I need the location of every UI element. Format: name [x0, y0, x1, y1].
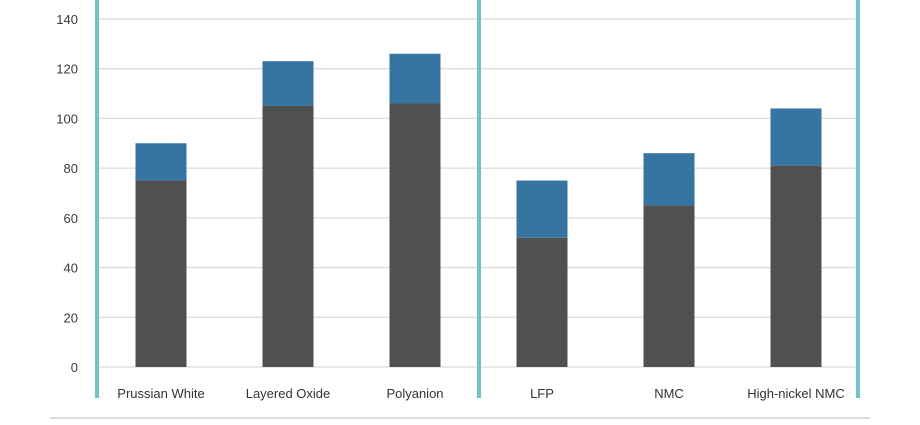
bar-segment-base — [516, 237, 568, 367]
bar-segment-base — [770, 165, 822, 367]
bar-segment-top — [770, 108, 822, 166]
x-category-label: LFP — [530, 386, 554, 401]
bar-nmc — [643, 153, 695, 367]
bar-prussian-white — [135, 143, 187, 367]
bar-segment-top — [516, 180, 568, 238]
x-category-label: Polyanion — [386, 386, 443, 401]
x-category-label: High-nickel NMC — [747, 386, 845, 401]
bar-high-nickel-nmc — [770, 108, 822, 367]
bar-lfp — [516, 180, 568, 367]
bar-segment-base — [643, 205, 695, 367]
y-tick-label: 20 — [64, 310, 78, 325]
y-tick-label: 60 — [64, 211, 78, 226]
y-tick-label: 140 — [56, 12, 78, 27]
y-tick-label: 120 — [56, 62, 78, 77]
bar-layered-oxide — [262, 61, 314, 367]
y-tick-label: 0 — [71, 360, 78, 375]
bar-segment-base — [135, 180, 187, 367]
bar-segment-top — [135, 143, 187, 181]
bar-segment-top — [643, 153, 695, 206]
bar-segment-base — [262, 105, 314, 367]
bar-segment-top — [389, 53, 441, 104]
group-dividers — [95, 0, 860, 398]
y-axis-ticks: 0 20 40 60 80 100 120 140 — [56, 12, 78, 375]
y-tick-label: 80 — [64, 161, 78, 176]
x-category-label: Prussian White — [117, 386, 204, 401]
bar-polyanion — [389, 53, 441, 367]
y-tick-label: 40 — [64, 261, 78, 276]
x-category-label: NMC — [654, 386, 684, 401]
x-category-label: Layered Oxide — [246, 386, 331, 401]
bar-segment-base — [389, 103, 441, 367]
bars — [135, 53, 822, 367]
bar-segment-top — [262, 61, 314, 106]
y-tick-label: 100 — [56, 111, 78, 126]
x-axis-labels: Prussian White Layered Oxide Polyanion LFP N… — [117, 386, 844, 401]
